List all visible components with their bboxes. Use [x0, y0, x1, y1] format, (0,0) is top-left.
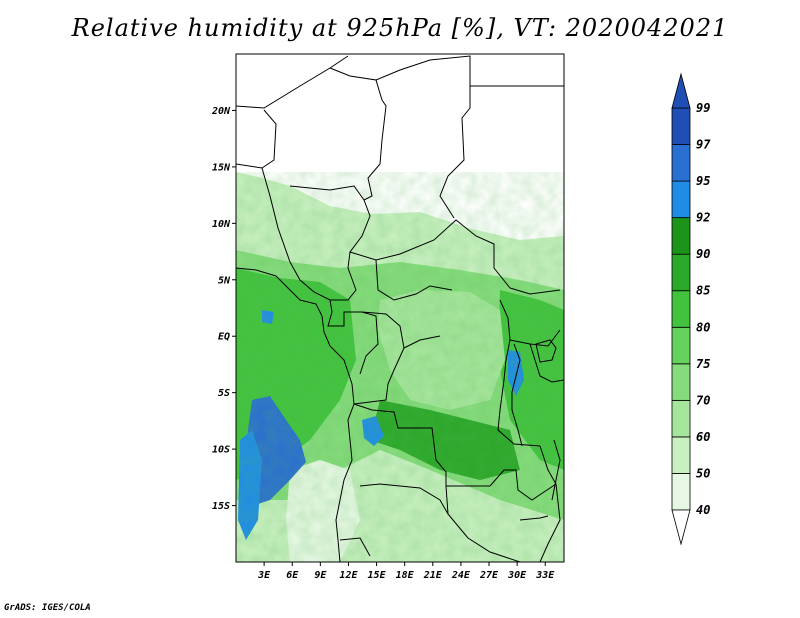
map-title: Relative humidity at 925hPa [%], VT: 202… [71, 14, 729, 42]
colorbar-label: 95 [696, 174, 710, 188]
map-frame [235, 53, 565, 563]
colorbar-swatch [671, 180, 691, 219]
lat-label: 15S [212, 501, 230, 512]
lat-label: EQ [218, 332, 230, 343]
colorbar-low-arrow [671, 509, 691, 546]
colorbar-swatch [671, 326, 691, 365]
colorbar-label: 60 [696, 430, 710, 444]
colorbar-label: 75 [696, 357, 710, 371]
colorbar-label: 90 [696, 247, 710, 261]
colorbar-label: 40 [696, 503, 710, 517]
country-borders [236, 55, 564, 562]
lon-label: 6E [286, 570, 299, 581]
lat-label: 5S [218, 388, 230, 399]
colorbar-swatch [671, 363, 691, 401]
colorbar-label: 80 [696, 320, 710, 334]
colorbar-label: 92 [696, 211, 710, 225]
lon-label: 24E [451, 570, 471, 581]
colorbar-swatch [671, 399, 691, 438]
colorbar-label: 99 [696, 101, 710, 115]
colorbar-label: 70 [696, 393, 710, 407]
colorbar: 40 50 60 70 75 80 85 90 92 95 97 99 [671, 72, 711, 546]
colorbar-swatch [671, 253, 691, 292]
lat-label: 10N [212, 219, 231, 230]
colorbar-swatch [671, 107, 691, 145]
lon-label: 18E [396, 570, 415, 581]
lat-label: 10S [212, 445, 230, 456]
colorbar-high-arrow [671, 72, 691, 109]
credit-text: GrADS: IGES/COLA [4, 603, 91, 613]
lon-label: 12E [339, 570, 358, 581]
lat-label: 20N [211, 106, 231, 117]
colorbar-swatch [671, 436, 691, 474]
colorbar-label: 50 [696, 466, 710, 480]
lon-label: 27E [479, 570, 499, 581]
colorbar-swatch [671, 144, 691, 182]
lon-label: 21E [423, 570, 443, 581]
lon-label: 30E [507, 570, 527, 581]
lon-label: 3E [257, 570, 271, 581]
colorbar-swatch [671, 290, 691, 328]
lon-label: 33E [535, 570, 555, 581]
lon-label: 9E [314, 570, 327, 581]
lon-label: 15E [368, 570, 387, 581]
lon-axis: 3E 6E 9E 12E 15E 18E 21E 24E 27E 30E 33E [257, 562, 555, 581]
colorbar-label: 97 [696, 138, 711, 152]
lat-axis: 20N 15N 10N 5N EQ 5S 10S 15S [211, 106, 236, 512]
lat-label: 5N [218, 275, 231, 286]
colorbar-label: 85 [696, 284, 710, 298]
map-panel [236, 54, 564, 562]
colorbar-swatch [671, 217, 691, 255]
colorbar-swatch [671, 473, 691, 511]
lat-label: 15N [212, 162, 231, 173]
humidity-texture [236, 172, 564, 562]
